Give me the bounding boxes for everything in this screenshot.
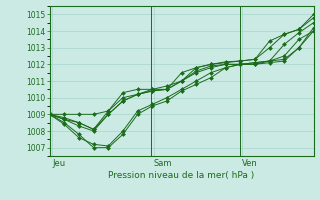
X-axis label: Pression niveau de la mer( hPa ): Pression niveau de la mer( hPa ) xyxy=(108,171,255,180)
